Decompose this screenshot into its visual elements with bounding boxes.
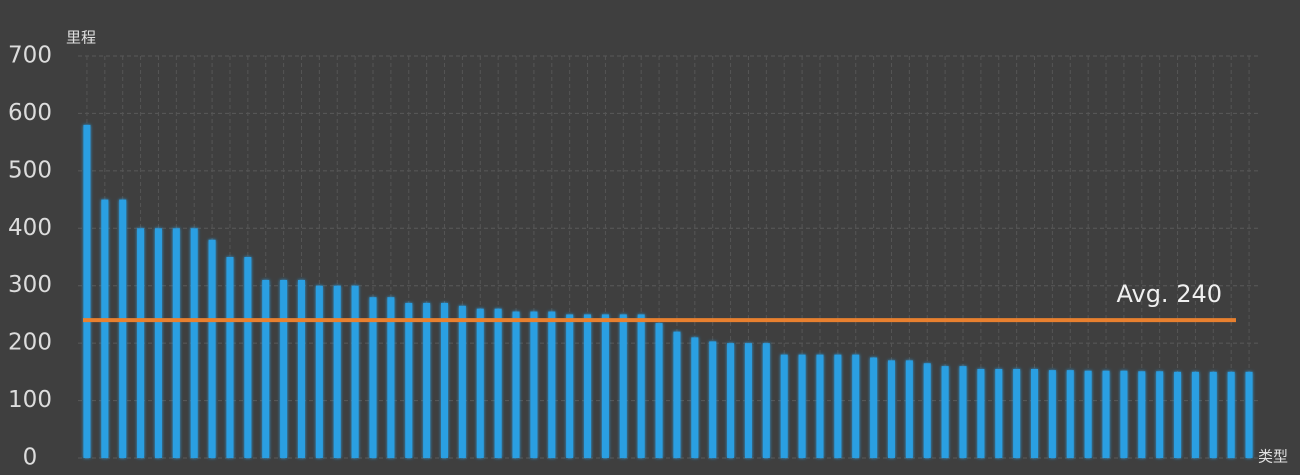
bar	[1156, 371, 1164, 458]
bar	[762, 343, 770, 458]
bar	[494, 308, 502, 458]
bar	[852, 354, 860, 458]
y-tick-label: 200	[8, 330, 52, 356]
bar	[655, 323, 663, 458]
y-tick-label: 700	[8, 43, 52, 69]
bar	[387, 297, 395, 458]
bar	[584, 314, 592, 458]
y-tick-label: 400	[8, 215, 52, 241]
bar	[637, 314, 645, 458]
bar	[548, 311, 556, 458]
bar	[744, 343, 752, 458]
bar	[1120, 370, 1128, 458]
bar	[1013, 368, 1021, 458]
bar	[1066, 370, 1074, 458]
bar	[780, 354, 788, 458]
bar	[101, 199, 109, 459]
bar	[887, 360, 895, 458]
bar	[1227, 371, 1235, 458]
bar	[905, 360, 913, 458]
bar	[530, 311, 538, 458]
bar	[190, 228, 198, 458]
bar	[727, 343, 735, 458]
y-tick-label: 100	[8, 387, 52, 413]
bar	[208, 239, 216, 458]
bar	[369, 297, 377, 458]
bar	[1031, 368, 1039, 458]
bar	[1084, 370, 1092, 458]
bar	[816, 354, 824, 458]
y-tick-label: 0	[23, 445, 38, 471]
bar	[870, 357, 878, 458]
bar	[709, 341, 717, 458]
bar	[172, 228, 180, 458]
bar	[119, 199, 127, 459]
y-tick-label: 500	[8, 157, 52, 183]
bar	[226, 257, 234, 458]
bar	[297, 279, 305, 458]
y-tick-label: 300	[8, 272, 52, 298]
bar	[1138, 371, 1146, 458]
bar	[476, 308, 484, 458]
bar	[83, 124, 91, 459]
bar	[137, 228, 145, 458]
x-axis-label: 类型	[1258, 448, 1288, 466]
bar	[959, 366, 967, 458]
bar	[1209, 371, 1217, 458]
bar	[262, 279, 270, 458]
bar	[977, 368, 985, 458]
average-label: Avg. 240	[1116, 280, 1222, 308]
bar	[1174, 371, 1182, 458]
y-tick-label: 600	[8, 100, 52, 126]
bar	[1191, 371, 1199, 458]
bar	[405, 302, 413, 458]
bar	[244, 257, 252, 458]
bar	[351, 285, 359, 458]
bar	[154, 228, 162, 458]
bar	[333, 285, 341, 458]
bar	[280, 279, 288, 458]
bar	[995, 368, 1003, 458]
bar	[458, 305, 466, 458]
bar	[619, 314, 627, 458]
bar	[834, 354, 842, 458]
bar	[423, 302, 431, 458]
bar	[1102, 370, 1110, 458]
bar	[315, 285, 323, 458]
bar	[1245, 371, 1253, 458]
bar	[566, 314, 574, 458]
bar	[691, 337, 699, 458]
bar	[673, 331, 681, 458]
bar	[601, 314, 609, 458]
bar	[512, 311, 520, 458]
bar	[941, 366, 949, 458]
bar	[441, 302, 449, 458]
bar	[923, 363, 931, 458]
bar	[1048, 370, 1056, 458]
y-axis-label: 里程	[66, 29, 96, 47]
bar	[798, 354, 806, 458]
